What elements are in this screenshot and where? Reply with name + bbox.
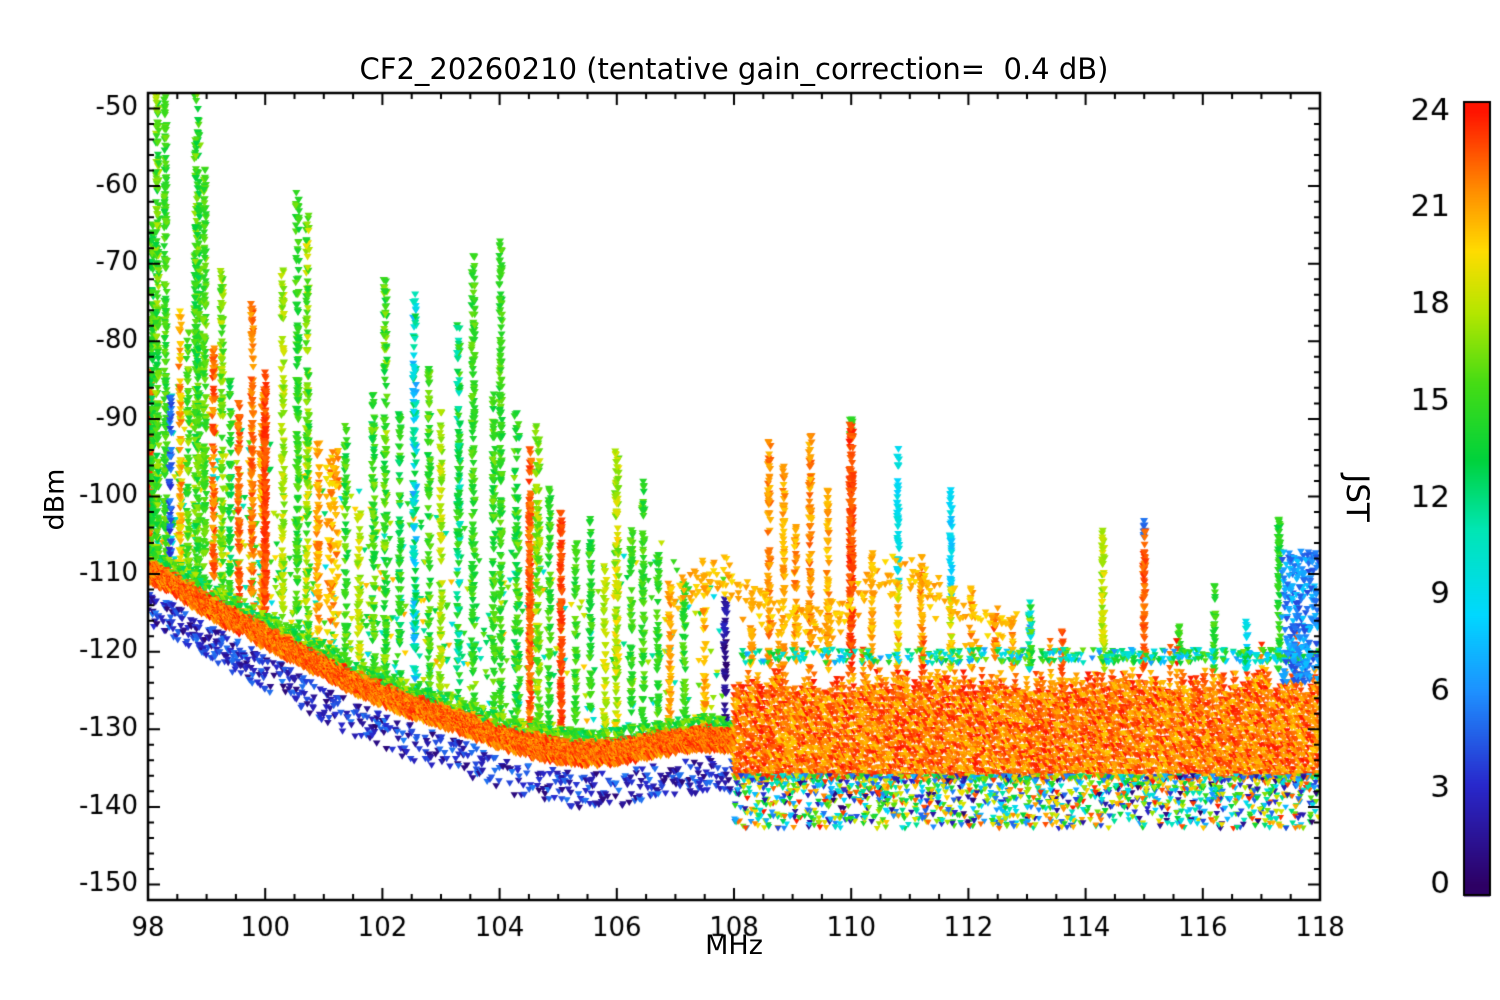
chart-title: CF2_20260210 (tentative gain_correction=… (359, 52, 1109, 86)
y-axis-label: dBm (39, 468, 71, 531)
x-axis-label: MHz (705, 930, 763, 961)
colorbar-label: JST (1339, 474, 1375, 522)
